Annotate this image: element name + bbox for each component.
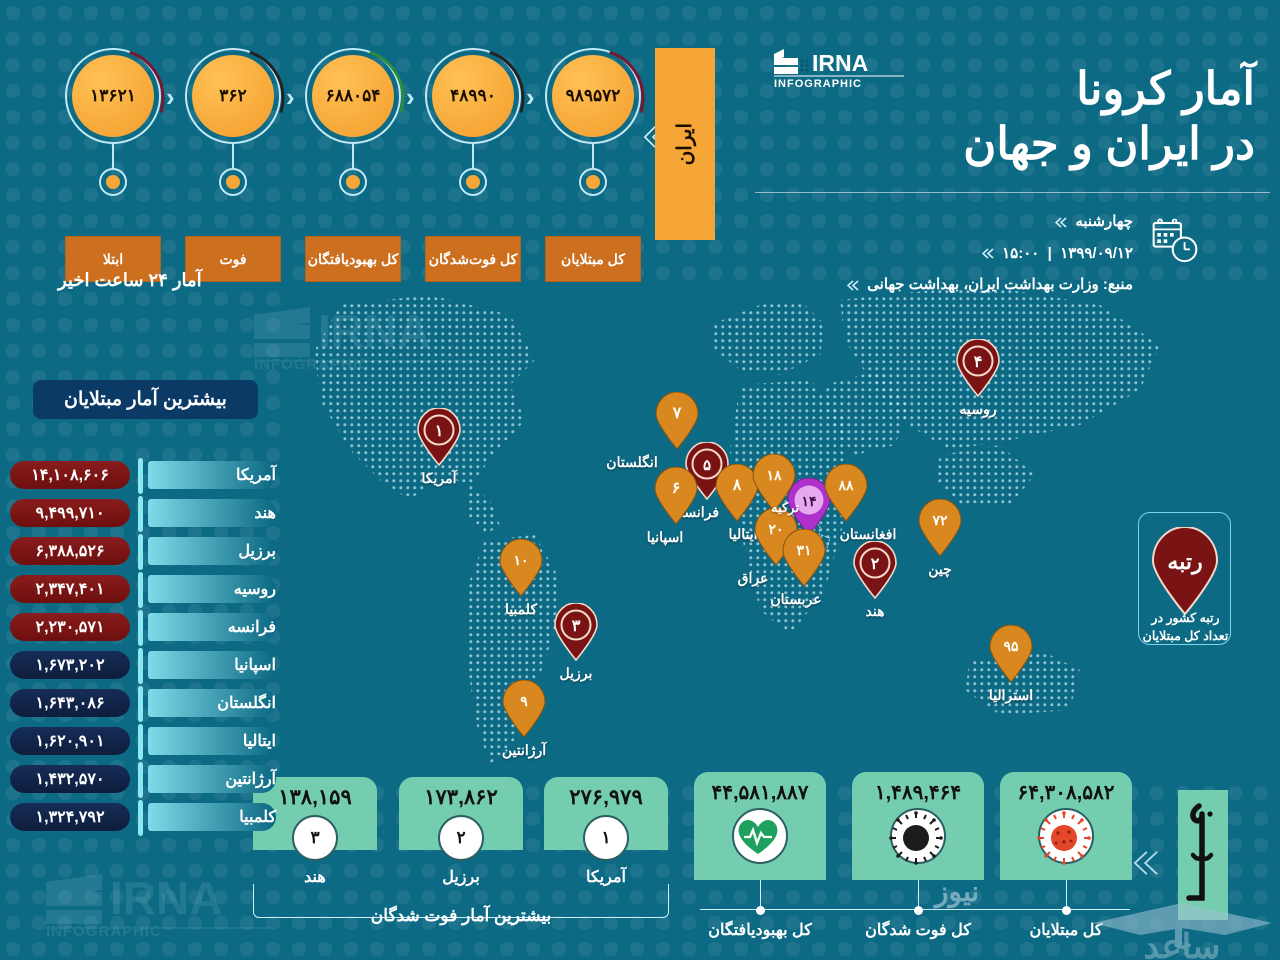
svg-text:۱۴: ۱۴ [801, 493, 816, 509]
svg-text:۸۸: ۸۸ [837, 477, 854, 493]
svg-text:۷: ۷ [672, 405, 682, 422]
svg-text:IRNA: IRNA [110, 872, 222, 924]
svg-text:۲: ۲ [871, 556, 880, 573]
svg-text:IRNA: IRNA [318, 305, 430, 357]
svg-text:۴: ۴ [974, 354, 983, 371]
svg-text:INFOGRAPHIC: INFOGRAPHIC [254, 356, 370, 370]
svg-text:رتبه: رتبه [1167, 549, 1202, 575]
svg-text:۱۸: ۱۸ [766, 467, 782, 483]
svg-text:۹۵: ۹۵ [1003, 638, 1019, 654]
svg-text:۳۱: ۳۱ [796, 542, 811, 558]
svg-text:ساعد: ساعد [1144, 928, 1221, 960]
svg-text:۵: ۵ [703, 457, 711, 474]
svg-text:۳: ۳ [572, 618, 581, 635]
svg-text:۱۰: ۱۰ [513, 552, 528, 568]
svg-text:۹: ۹ [520, 693, 528, 709]
svg-text:۱: ۱ [435, 423, 444, 440]
svg-text:INFOGRAPHIC: INFOGRAPHIC [46, 923, 162, 937]
svg-text:۷۲: ۷۲ [931, 512, 948, 528]
svg-text:۶: ۶ [672, 480, 681, 497]
svg-text:۸: ۸ [732, 477, 742, 494]
